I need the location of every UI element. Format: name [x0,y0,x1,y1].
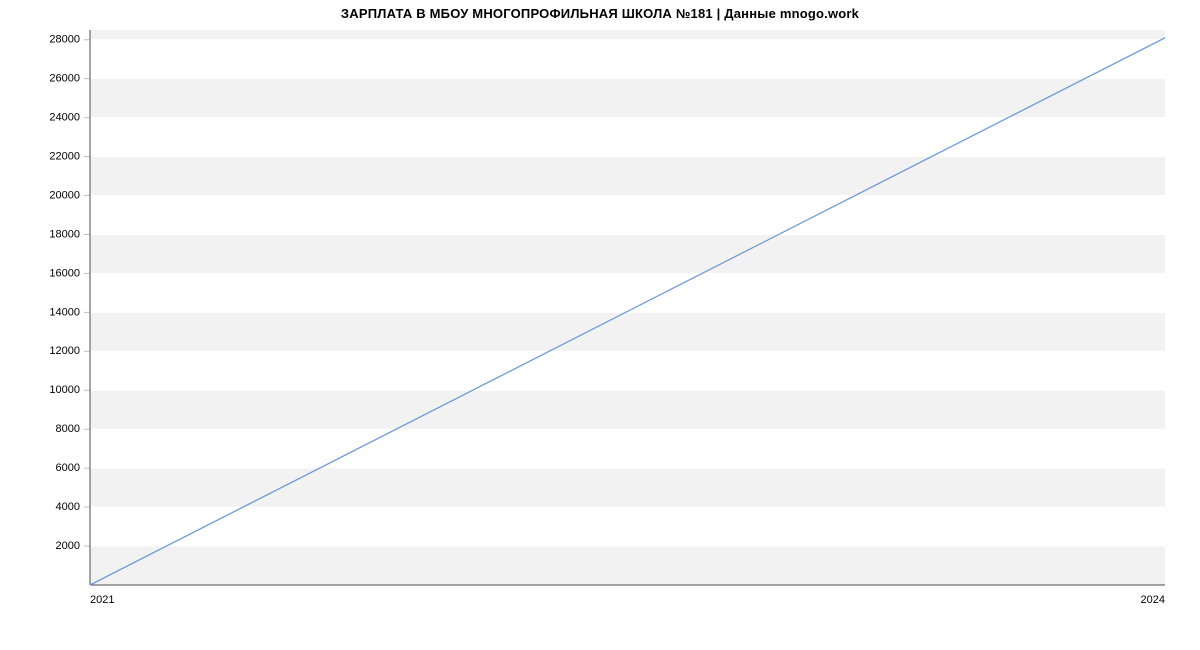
y-tick-label: 26000 [49,73,80,85]
salary-line-chart: ЗАРПЛАТА В МБОУ МНОГОПРОФИЛЬНАЯ ШКОЛА №1… [0,0,1200,650]
y-tick-label: 22000 [49,150,80,162]
y-tick-label: 2000 [56,540,80,552]
chart-title: ЗАРПЛАТА В МБОУ МНОГОПРОФИЛЬНАЯ ШКОЛА №1… [0,6,1200,21]
y-tick-label: 20000 [49,189,80,201]
y-tick-label: 14000 [49,306,80,318]
y-tick-label: 8000 [56,423,80,435]
y-tick-label: 4000 [56,501,80,513]
y-tick-label: 18000 [49,228,80,240]
y-tick-label: 28000 [49,34,80,46]
y-tick-label: 10000 [49,384,80,396]
y-tick-label: 12000 [49,345,80,357]
x-tick-label: 2021 [90,594,114,606]
x-tick-label: 2024 [1141,594,1165,606]
y-tick-label: 6000 [56,462,80,474]
y-tick-label: 16000 [49,267,80,279]
chart-svg: 2000 4000 6000 8000 10000 12000 14000 16000 1800… [0,0,1200,650]
y-tick-label: 24000 [49,112,80,124]
